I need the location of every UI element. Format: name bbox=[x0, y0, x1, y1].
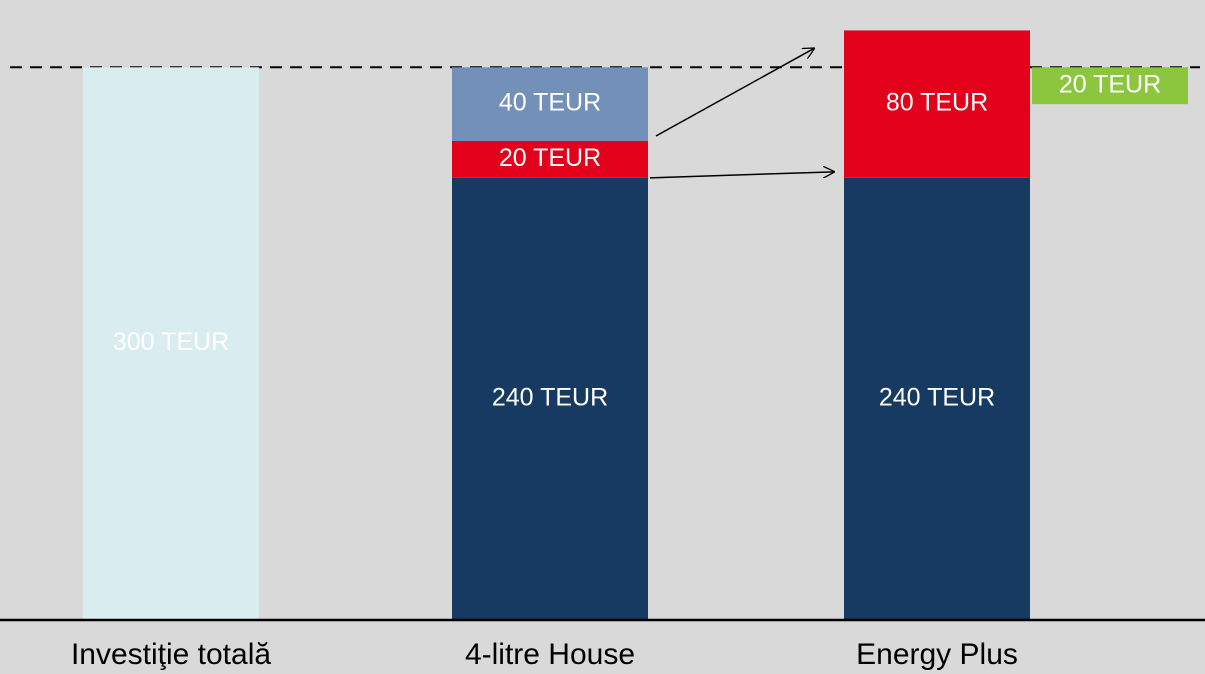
annotation-box bbox=[1032, 67, 1188, 105]
segment-label: 240 TEUR bbox=[492, 384, 608, 412]
bar-segment bbox=[844, 30, 1030, 178]
segment-label: 40 TEUR bbox=[499, 89, 601, 117]
segment-label: 80 TEUR bbox=[886, 89, 988, 117]
bar-segment bbox=[844, 177, 1030, 620]
bar-segment bbox=[452, 67, 648, 141]
segment-label: 20 TEUR bbox=[499, 144, 601, 172]
segment-label: 300 TEUR bbox=[113, 328, 229, 356]
annotation-label: 20 TEUR bbox=[1059, 70, 1161, 98]
category-label: 4-litre House bbox=[465, 638, 635, 671]
segment-label: 240 TEUR bbox=[879, 384, 995, 412]
category-label: Energy Plus bbox=[856, 638, 1018, 671]
bar-segment bbox=[452, 177, 648, 620]
arrow bbox=[649, 172, 834, 179]
bar-segment bbox=[83, 67, 259, 621]
category-label: Investiţie totală bbox=[71, 638, 271, 671]
arrow bbox=[655, 48, 814, 137]
bar-segment bbox=[452, 140, 648, 178]
